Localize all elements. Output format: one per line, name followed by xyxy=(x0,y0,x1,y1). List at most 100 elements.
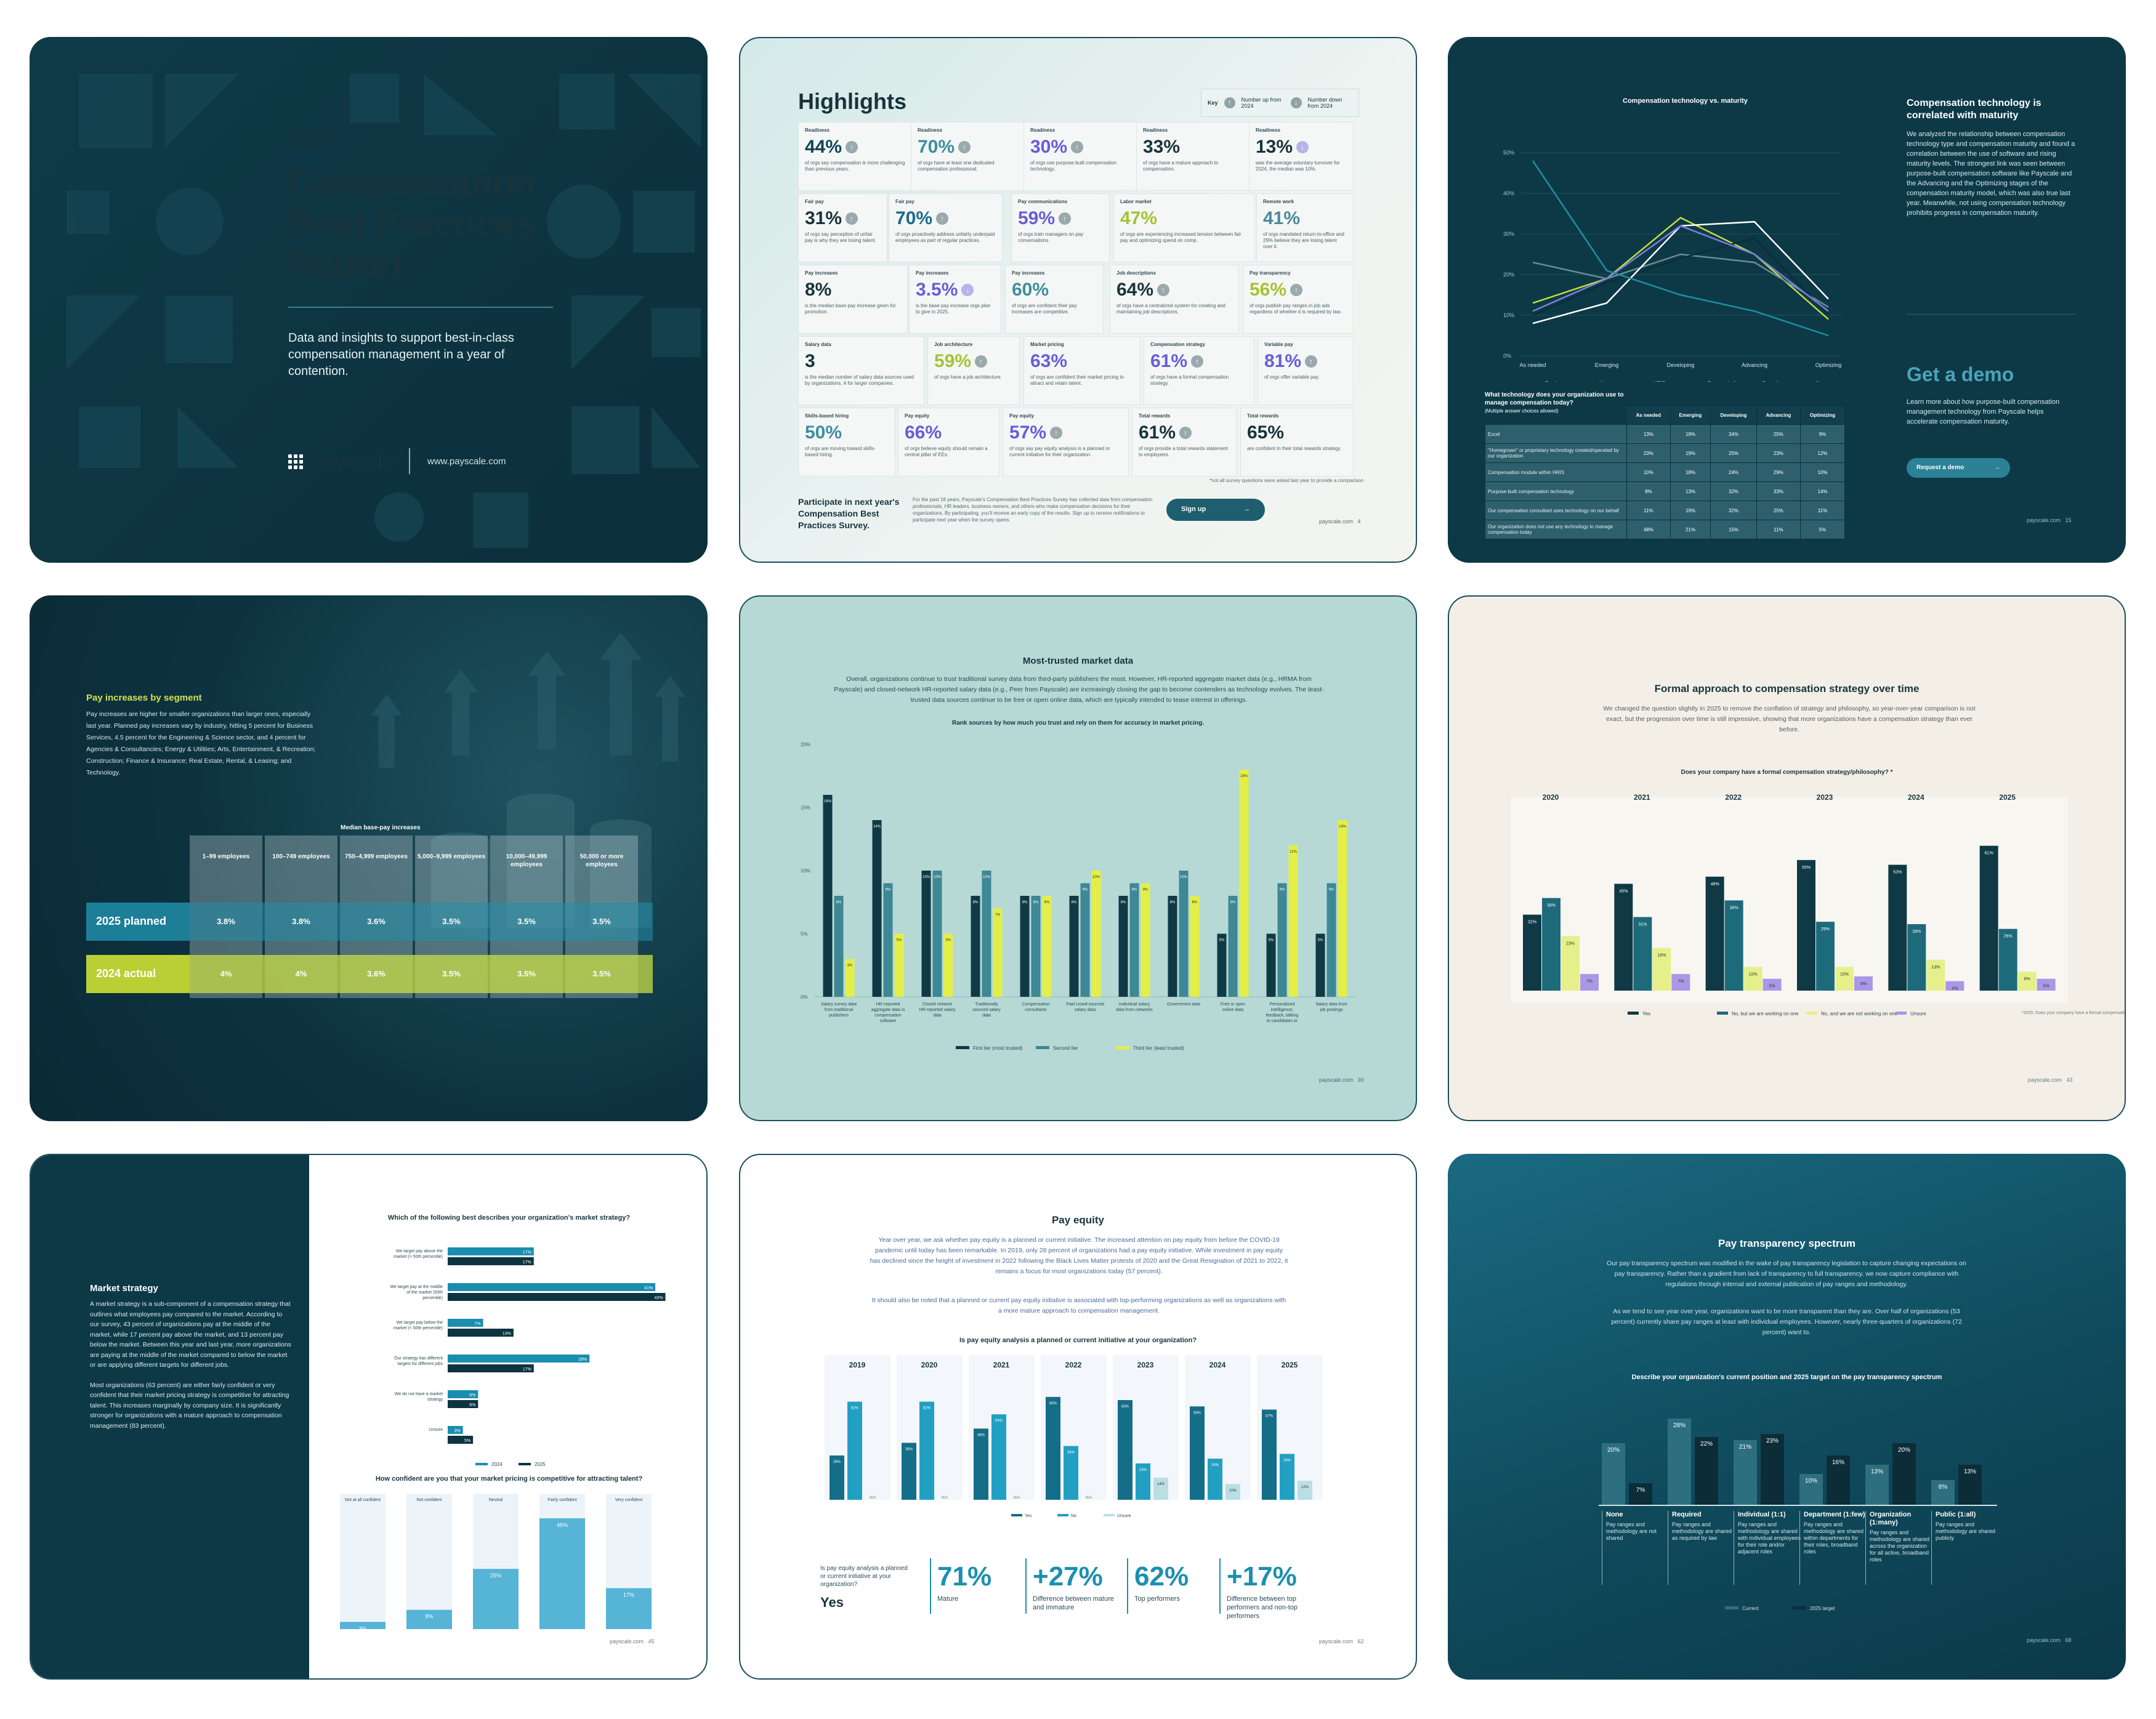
highlight-tile: Market pricing 63% of orgs are confident t… xyxy=(1023,336,1141,405)
market-bar-label: 9% xyxy=(1280,888,1285,892)
confidence-bar-label: 25% xyxy=(490,1572,501,1579)
tile-value-text: 57% xyxy=(1009,422,1047,443)
transparency-title: Pay transparency spectrum xyxy=(1718,1238,1855,1249)
pay-increases-page[interactable]: Pay increases by segment Pay increases a… xyxy=(30,595,708,1121)
highlight-tile: Salary data 3 is the median number of sala… xyxy=(798,336,924,405)
tile-label: Job architecture xyxy=(934,342,973,347)
market-x-tick: consultants xyxy=(1025,1008,1047,1012)
equity-year-label: 2022 xyxy=(1065,1361,1082,1369)
formal-approach-page[interactable]: Formal approach to compensation strategy… xyxy=(1448,595,2126,1121)
table-cell: 4% xyxy=(220,969,232,978)
confidence-category: Fairly confident xyxy=(547,1498,577,1502)
arrow-right-icon: → xyxy=(1243,505,1250,513)
equity-bar-label: 45% xyxy=(977,1433,985,1437)
transparency-bar-chart: 20% 7% 28% 22% 21% 23% 10% 16% 13% 20% 8% 13% Curren… xyxy=(1599,1419,1997,1611)
formal-bar-label: 5% xyxy=(1769,984,1775,989)
equity-legend-swatch xyxy=(1104,1514,1115,1516)
market-bar-label: 10% xyxy=(934,876,942,879)
market-x-tick: software xyxy=(880,1019,897,1023)
stat-label: Top performers xyxy=(1134,1595,1180,1603)
tile-label: Pay increases xyxy=(805,270,838,276)
table-cell: 24% xyxy=(1710,462,1757,482)
equity-bar-label: 54% xyxy=(995,1419,1003,1423)
market-strategy-p1: A market strategy is a sub-component of … xyxy=(90,1300,291,1369)
formal-bar xyxy=(1523,914,1541,991)
stage-description: Pay ranges and methodology are shared wi… xyxy=(1804,1521,1864,1555)
request-demo-button[interactable]: Request a demo → xyxy=(1907,458,2010,478)
tile-label: Pay equity xyxy=(1009,413,1035,419)
tile-value-text: 81% xyxy=(1264,351,1302,371)
pay-transparency-page[interactable]: Pay transparency spectrum Our pay transp… xyxy=(1448,1154,2126,1680)
pay-equity-page[interactable]: Pay equity Year over year, we ask whethe… xyxy=(739,1154,1417,1680)
strategy-bar xyxy=(448,1329,514,1337)
table-cell: 18% xyxy=(1669,462,1711,482)
tech-side-title: Compensation technology is correlated wi… xyxy=(1907,98,2041,121)
market-x-tick: sourced salary xyxy=(972,1008,1001,1012)
key-label: Key xyxy=(1208,100,1218,106)
tech-legend-label: Homegrown xyxy=(1599,380,1626,382)
market-data-title: Most-trusted market data xyxy=(1022,656,1134,666)
stage-description: Pay ranges and methodology are shared ac… xyxy=(1870,1529,1930,1563)
equity-bar-label: 14% xyxy=(1157,1483,1165,1486)
strategy-bar xyxy=(448,1293,666,1301)
market-bar-label: 5% xyxy=(1219,939,1225,943)
market-bar xyxy=(1217,933,1227,997)
market-bar-label: 3% xyxy=(847,964,853,968)
market-strategy-page[interactable]: Market strategy A market strategy is a s… xyxy=(30,1154,708,1680)
cover-page[interactable]: 2025 Compensation Best Practices Report … xyxy=(30,37,708,563)
strategy-bar xyxy=(448,1364,534,1372)
tech-x-tick: As needed xyxy=(1519,362,1546,368)
strategy-bar-label: 17% xyxy=(523,1367,531,1372)
payscale-logo: Payscale xyxy=(288,449,394,473)
transparency-bar-label: 21% xyxy=(1739,1444,1751,1451)
strategy-category-label: targets for different jobs xyxy=(398,1362,443,1366)
strategy-bar-label: 3% xyxy=(454,1429,461,1433)
transparency-bar xyxy=(1892,1443,1916,1505)
table-cell: 9% xyxy=(1800,424,1845,444)
participate-description: For the past 16 years, Payscale's Compen… xyxy=(913,497,1153,523)
highlights-page[interactable]: Highlights Key ↑ Number up from 2024 ↓ N… xyxy=(739,37,1417,563)
market-bar xyxy=(1338,820,1347,997)
market-data-question: Rank sources by how much you trust and r… xyxy=(952,720,1204,727)
stage-name: Required xyxy=(1672,1511,1702,1518)
table-cell: 10% xyxy=(1626,462,1671,482)
strategy-category-label: We target pay above the xyxy=(396,1249,443,1254)
formal-bar xyxy=(1705,876,1724,991)
tile-description: is the median number of salary data sour… xyxy=(805,374,914,386)
transparency-bar-label: 20% xyxy=(1898,1447,1910,1454)
tile-description: of orgs are experiencing increased tensi… xyxy=(1120,231,1242,243)
formal-year-label: 2022 xyxy=(1725,793,1742,802)
equity-stat: +27% Difference between mature and immatu… xyxy=(1033,1561,1125,1612)
tech-x-tick: Developing xyxy=(1666,362,1694,368)
table-cell: 3.8% xyxy=(217,917,235,926)
sign-up-button[interactable]: Sign up → xyxy=(1166,499,1265,521)
transparency-bar xyxy=(1761,1434,1784,1505)
tile-value-text: 47% xyxy=(1120,208,1158,228)
confidence-bar-label: 46% xyxy=(557,1522,568,1528)
market-x-tick: Personalized xyxy=(1270,1002,1295,1007)
tile-label: Total rewards xyxy=(1139,413,1171,419)
formal-bar xyxy=(1854,976,1873,991)
table-cell: 29% xyxy=(1756,462,1801,482)
strategy-category-label: strategy xyxy=(427,1398,443,1402)
stat-divider xyxy=(1025,1558,1027,1614)
formal-chart-panel xyxy=(1511,797,2068,1003)
technology-page[interactable]: Compensation technology vs. maturity 0% 1… xyxy=(1448,37,2126,563)
table-column-header: 1–99 employees xyxy=(202,853,250,860)
cover-url[interactable]: www.payscale.com xyxy=(427,456,506,467)
equity-bottom-question: Is pay equity analysis a planned or curr… xyxy=(820,1564,913,1611)
tile-value: 70% ↑ xyxy=(895,208,996,229)
tile-value-text: 70% xyxy=(895,208,933,228)
market-y-tick: 0% xyxy=(801,994,808,1000)
transparency-bar xyxy=(1865,1465,1889,1505)
equity-bar xyxy=(974,1428,988,1500)
market-bar-label: 12% xyxy=(1290,850,1298,854)
market-bar-label: 10% xyxy=(923,876,931,879)
formal-legend-label: Yes xyxy=(1642,1011,1650,1017)
page-footer: payscale.com 62 xyxy=(1319,1638,1364,1645)
transparency-bar-label: 22% xyxy=(1700,1441,1713,1447)
highlight-tile: Skills-based hiring 50% of orgs are moving… xyxy=(798,408,895,477)
market-data-page[interactable]: Most-trusted market data Overall, organi… xyxy=(739,595,1417,1121)
market-bar-label: 10% xyxy=(1180,876,1188,879)
